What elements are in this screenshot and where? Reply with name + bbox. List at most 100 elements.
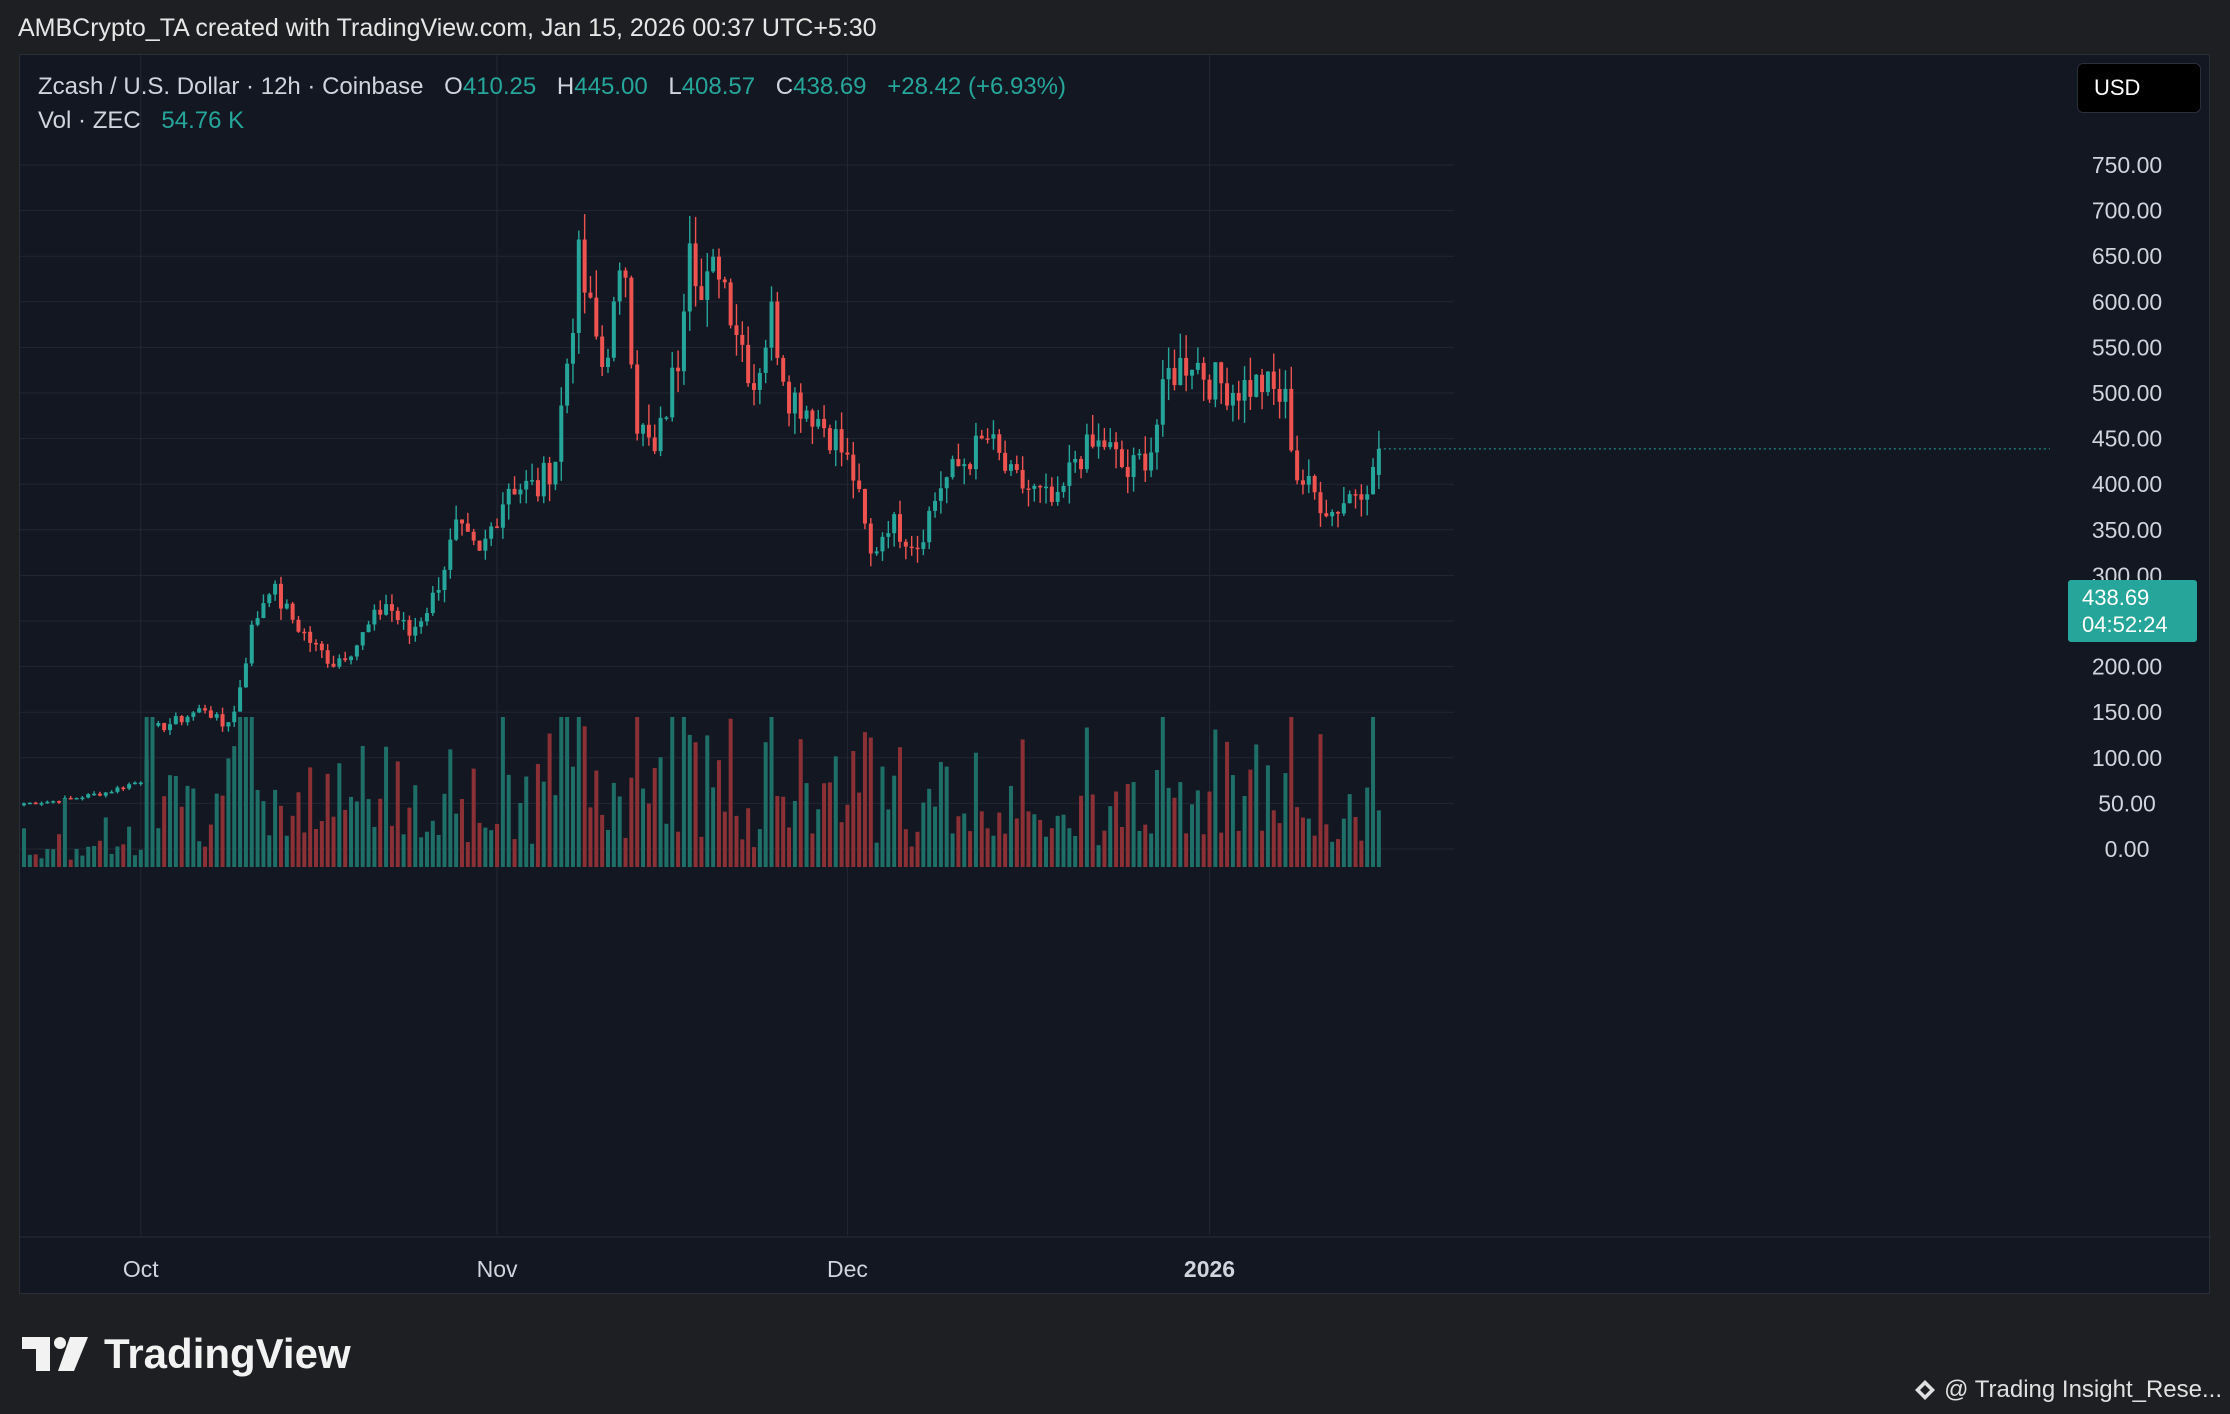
candle-body[interactable]: [477, 540, 482, 551]
candle-body[interactable]: [1178, 357, 1183, 386]
candle-body[interactable]: [51, 801, 56, 803]
candle-body[interactable]: [500, 504, 505, 528]
candle-body[interactable]: [617, 270, 622, 302]
candle-body[interactable]: [810, 410, 815, 427]
candle-body[interactable]: [909, 546, 914, 549]
candle-body[interactable]: [956, 459, 961, 467]
candle-body[interactable]: [1125, 467, 1130, 477]
candle-body[interactable]: [1131, 455, 1136, 477]
candle-body[interactable]: [1365, 494, 1370, 500]
candle-body[interactable]: [74, 797, 79, 800]
candle-body[interactable]: [1084, 434, 1089, 470]
candle-body[interactable]: [646, 424, 651, 438]
candle-body[interactable]: [483, 538, 488, 551]
candle-body[interactable]: [203, 708, 208, 711]
candle-body[interactable]: [588, 292, 593, 298]
candle-body[interactable]: [156, 723, 161, 726]
symbol-title[interactable]: Zcash / U.S. Dollar · 12h · Coinbase: [38, 73, 424, 100]
chart-panel[interactable]: 750.00 700.00 650.00 600.00 550.00 500.00 450.…: [19, 54, 2211, 1294]
candle-body[interactable]: [267, 594, 272, 604]
candle-body[interactable]: [384, 604, 389, 615]
candle-body[interactable]: [162, 723, 167, 731]
candle-body[interactable]: [1172, 367, 1177, 386]
candle-body[interactable]: [278, 583, 283, 609]
candle-body[interactable]: [1154, 424, 1159, 453]
candle-body[interactable]: [658, 417, 663, 452]
candle-body[interactable]: [997, 434, 1002, 453]
candle-body[interactable]: [1044, 486, 1048, 489]
candle-body[interactable]: [1300, 480, 1305, 485]
candle-body[interactable]: [1236, 393, 1241, 401]
candle-body[interactable]: [775, 301, 780, 358]
candle-body[interactable]: [798, 392, 803, 419]
candle-body[interactable]: [1306, 475, 1311, 485]
candle-body[interactable]: [582, 239, 587, 293]
candle-body[interactable]: [284, 603, 289, 609]
candle-body[interactable]: [436, 589, 441, 593]
candle-body[interactable]: [524, 480, 529, 490]
candle-body[interactable]: [635, 364, 640, 434]
candle-body[interactable]: [1079, 458, 1084, 470]
candle-body[interactable]: [623, 270, 628, 278]
candle-body[interactable]: [1371, 466, 1376, 495]
candle-body[interactable]: [652, 437, 657, 452]
candle-body[interactable]: [1336, 512, 1340, 514]
candle-body[interactable]: [927, 510, 932, 543]
candle-body[interactable]: [921, 542, 926, 549]
candle-body[interactable]: [968, 464, 973, 470]
candle-body[interactable]: [1003, 452, 1008, 471]
candle-body[interactable]: [1248, 380, 1253, 397]
candle-body[interactable]: [249, 624, 254, 664]
candle-body[interactable]: [1219, 362, 1224, 384]
candle-body[interactable]: [97, 793, 102, 796]
candle-body[interactable]: [1014, 464, 1019, 470]
candle-body[interactable]: [950, 459, 955, 478]
candle-body[interactable]: [92, 793, 97, 796]
candle-body[interactable]: [39, 803, 44, 805]
candle-body[interactable]: [419, 621, 424, 627]
candle-body[interactable]: [1295, 450, 1300, 481]
candle-body[interactable]: [424, 613, 429, 622]
candle-body[interactable]: [1160, 379, 1165, 425]
candle-body[interactable]: [547, 462, 552, 485]
candle-body[interactable]: [676, 367, 681, 372]
candle-body[interactable]: [664, 417, 669, 419]
candle-body[interactable]: [495, 526, 500, 528]
candle-body[interactable]: [938, 488, 943, 501]
candle-body[interactable]: [839, 429, 844, 453]
candle-body[interactable]: [302, 631, 307, 634]
candle-body[interactable]: [325, 650, 330, 664]
candle-body[interactable]: [185, 716, 190, 723]
candle-body[interactable]: [681, 311, 686, 372]
candle-body[interactable]: [389, 604, 394, 611]
candle-body[interactable]: [629, 277, 634, 365]
candle-body[interactable]: [45, 801, 50, 804]
candle-body[interactable]: [611, 301, 616, 358]
candle-body[interactable]: [314, 642, 318, 645]
candle-body[interactable]: [1213, 362, 1218, 400]
candle-body[interactable]: [722, 279, 727, 283]
candle-body[interactable]: [337, 658, 342, 667]
candle-body[interactable]: [1096, 440, 1101, 447]
candle-body[interactable]: [179, 716, 184, 723]
candle-body[interactable]: [1049, 486, 1054, 502]
candle-body[interactable]: [395, 610, 400, 620]
candle-body[interactable]: [1201, 362, 1206, 380]
candle-body[interactable]: [471, 531, 476, 541]
candle-body[interactable]: [86, 794, 91, 798]
candle-body[interactable]: [606, 357, 610, 367]
candle-body[interactable]: [716, 256, 721, 280]
candle-body[interactable]: [226, 722, 231, 727]
candle-body[interactable]: [33, 802, 38, 805]
candle-body[interactable]: [319, 643, 324, 651]
candle-body[interactable]: [1324, 513, 1329, 517]
candle-body[interactable]: [752, 383, 756, 390]
candle-body[interactable]: [687, 243, 692, 312]
candle-body[interactable]: [1119, 449, 1124, 468]
candle-body[interactable]: [670, 367, 675, 418]
candle-body[interactable]: [1026, 488, 1031, 490]
volume-label[interactable]: Vol · ZEC: [38, 107, 141, 134]
candle-body[interactable]: [354, 645, 359, 657]
candle-body[interactable]: [220, 714, 225, 727]
candle-body[interactable]: [600, 336, 605, 367]
